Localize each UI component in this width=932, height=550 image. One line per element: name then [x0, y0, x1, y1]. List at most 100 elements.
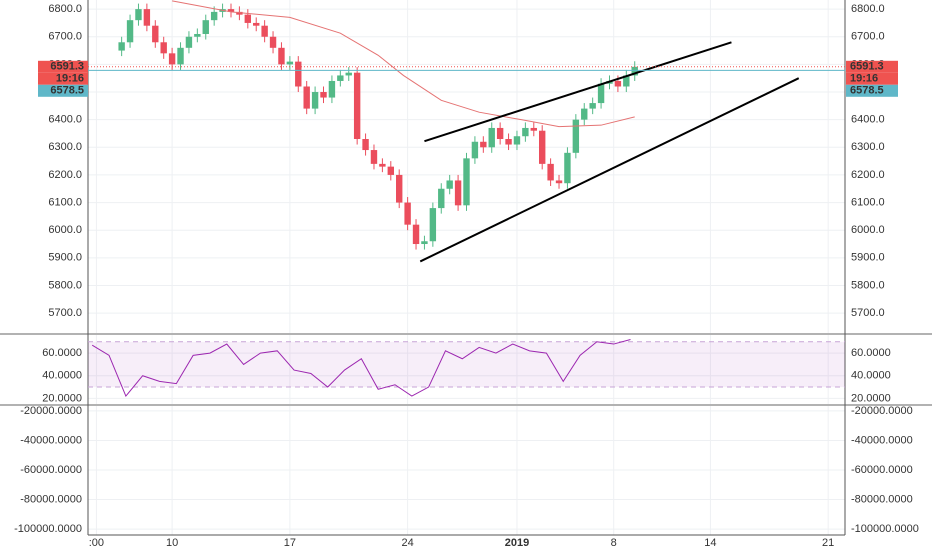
- candle-body: [488, 127, 495, 148]
- candle-body: [370, 150, 378, 164]
- candle-body: [269, 36, 277, 48]
- candle-body: [244, 14, 252, 23]
- candle-body: [589, 103, 596, 109]
- candle-body: [337, 75, 344, 81]
- candle-body: [555, 180, 563, 184]
- candle-body: [387, 166, 394, 175]
- candle-body: [614, 80, 622, 87]
- candle-body: [202, 20, 209, 34]
- y-tick-label: 6300.0: [851, 141, 885, 153]
- candle-body: [135, 9, 142, 21]
- price-tag-label: 19:16: [850, 73, 878, 85]
- y-tick-label: -80000.0000: [851, 493, 913, 505]
- price-tag-label: 6591.3: [850, 61, 884, 73]
- rsi-line: [91, 339, 631, 398]
- candle-body: [253, 22, 260, 26]
- y-tick-label: -20000.0000: [20, 405, 82, 417]
- y-tick-label: 6700.0: [851, 31, 885, 43]
- candle-body: [379, 163, 386, 167]
- candle-body: [345, 72, 352, 76]
- y-tick-label: 5800.0: [48, 279, 82, 291]
- candle-body: [320, 92, 327, 98]
- candle-body: [454, 180, 462, 206]
- y-tick-label: 6700.0: [48, 31, 82, 43]
- y-tick-label: 60.0000: [42, 347, 82, 359]
- y-tick-label: 60.0000: [851, 347, 891, 359]
- price-tag: [38, 60, 88, 73]
- price-tag: [846, 84, 898, 97]
- candle-body: [353, 72, 361, 140]
- overlay-line: [419, 77, 800, 263]
- candle-body: [311, 92, 319, 109]
- candle-body: [286, 61, 294, 65]
- candle-body: [126, 20, 134, 43]
- y-tick-label: 6200.0: [48, 169, 82, 181]
- candle-body: [118, 42, 125, 51]
- candle-body: [572, 119, 580, 153]
- y-tick-label: 20.0000: [42, 392, 82, 404]
- y-tick-label: 5900.0: [48, 252, 82, 264]
- candle-body: [278, 47, 285, 65]
- y-tick-label: -40000.0000: [851, 434, 913, 446]
- candle-body: [438, 188, 445, 209]
- candle-body: [564, 152, 571, 184]
- candle-body: [143, 9, 151, 26]
- price-tag: [38, 84, 88, 97]
- candle-body: [429, 208, 437, 242]
- overlay-line: [172, 0, 635, 128]
- y-tick-label: 5700.0: [851, 307, 885, 319]
- candle-body: [210, 11, 218, 21]
- x-tick-label: 8: [611, 537, 617, 549]
- candle-body: [160, 42, 167, 54]
- candle-body: [152, 25, 159, 43]
- rsi-band: [88, 341, 845, 388]
- x-tick-label: 21: [822, 537, 834, 549]
- y-tick-label: 6400.0: [851, 114, 885, 126]
- x-tick-label: 24: [401, 537, 413, 549]
- candle-body: [194, 33, 201, 37]
- y-tick-label: 40.0000: [851, 370, 891, 382]
- y-tick-label: -20000.0000: [851, 405, 913, 417]
- candle-body: [513, 136, 521, 145]
- price-tag-label: 6578.5: [850, 85, 884, 97]
- candle-body: [396, 174, 403, 203]
- y-tick-label: 6200.0: [851, 169, 885, 181]
- y-tick-label: 5800.0: [851, 279, 885, 291]
- y-tick-label: 40.0000: [42, 370, 82, 382]
- y-tick-label: 5700.0: [48, 307, 82, 319]
- candle-body: [227, 9, 235, 12]
- y-tick-label: 20.0000: [851, 392, 891, 404]
- candle-body: [177, 47, 184, 65]
- price-tag-label: 6578.5: [50, 85, 84, 97]
- candle-body: [328, 80, 336, 98]
- price-tag: [846, 60, 898, 73]
- y-tick-label: -40000.0000: [20, 434, 82, 446]
- candle-body: [446, 180, 453, 189]
- price-tag-label: 6591.3: [50, 61, 84, 73]
- y-tick-label: 6400.0: [48, 114, 82, 126]
- overlay-line: [424, 41, 732, 143]
- candle-body: [185, 36, 193, 48]
- price-tag-label: 19:16: [56, 73, 84, 85]
- candle-body: [421, 241, 428, 245]
- candle-body: [168, 53, 176, 65]
- candle-body: [295, 61, 302, 87]
- y-tick-label: 5900.0: [851, 252, 885, 264]
- y-tick-label: -80000.0000: [20, 493, 82, 505]
- price-tag: [846, 72, 898, 85]
- y-tick-label: -100000.0000: [851, 523, 919, 535]
- candle-body: [539, 130, 546, 164]
- candle-body: [496, 127, 504, 140]
- candle-body: [412, 224, 420, 245]
- candle-body: [581, 108, 588, 120]
- candle-body: [480, 141, 487, 148]
- y-tick-label: 6800.0: [851, 3, 885, 15]
- candle-body: [547, 163, 554, 181]
- x-tick-label: 10: [166, 537, 178, 549]
- y-tick-label: -60000.0000: [20, 464, 82, 476]
- y-tick-label: 6300.0: [48, 141, 82, 153]
- candle-body: [463, 158, 470, 206]
- y-tick-label: 6000.0: [48, 224, 82, 236]
- y-tick-label: -100000.0000: [14, 523, 82, 535]
- candle-body: [362, 139, 369, 151]
